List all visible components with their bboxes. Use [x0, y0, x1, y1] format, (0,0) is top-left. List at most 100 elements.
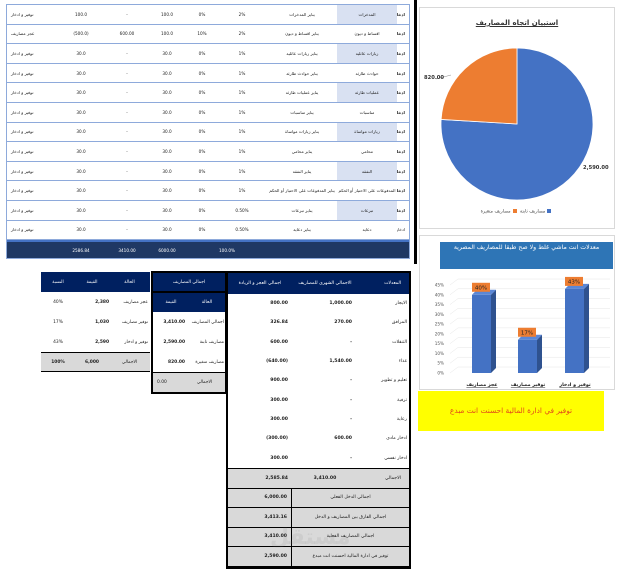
item-cell: المدفوعات على الاحتياز أو الحكم [338, 188, 396, 194]
spent-cell: - [126, 148, 128, 154]
monthly-table-header: اجمالي العجز و الزيادة الاجمالي الشهري ل… [228, 271, 409, 294]
item-cell: حوادث طارئة [355, 70, 379, 76]
summary-value: 2,590.00 [228, 547, 292, 566]
state-cell: عجز مصاريف [123, 299, 148, 305]
bar-data-label: 43% [568, 279, 580, 285]
item-cell: مناسبات [359, 109, 375, 115]
y-tick-label: 30% [435, 312, 444, 317]
difference-cell: 30.0 [76, 70, 86, 76]
pct-cell: 40% [53, 299, 63, 305]
bar[interactable] [565, 288, 584, 373]
description-cell: يناير عمليات طارئة [285, 90, 319, 96]
pct-spent-cell: 0% [198, 188, 206, 194]
summary-row: 6,000.00 اجمالي الدخل الفعلي [228, 488, 409, 509]
spent-cell: 600.00 [119, 31, 135, 37]
pct-cell: 17% [53, 319, 63, 325]
pct-spent-cell: 0% [198, 227, 206, 233]
total-pct-planned: 100.0% [219, 247, 235, 253]
pct-spent-cell: 0% [198, 148, 206, 154]
pct-planned-cell: 2% [238, 31, 246, 37]
difference-cell: 30.0 [76, 109, 86, 115]
pct-planned-cell: 1% [238, 90, 246, 96]
header-state: الحالة [124, 279, 135, 285]
description-cell: يناير دعاية [293, 227, 311, 233]
pie-slice[interactable] [440, 47, 518, 125]
pct-spent-cell: 0% [198, 70, 206, 76]
type-cell: ادخار مادي [397, 31, 405, 37]
table-row: توفير و ادخار 30.0 - 30.0 0% 1% يناير المدفوعا… [7, 181, 409, 201]
item-cell: المدخرات [337, 5, 397, 24]
value-cell: 1,030 [95, 319, 109, 325]
total-budget: 6000.00 [158, 247, 176, 253]
spent-cell: - [126, 90, 128, 96]
total-label-cell: الاجمالي [384, 475, 401, 481]
budget-cell: 30.0 [162, 129, 172, 135]
pct-planned-cell: 0.50% [235, 227, 249, 233]
pct-spent-cell: 0% [198, 90, 206, 96]
diff-cell: 900.00 [270, 378, 288, 384]
total-difference: 2586.84 [72, 247, 90, 253]
description-cell: يناير محامي [291, 148, 313, 154]
type-cell: ادخار نفسي [397, 188, 405, 194]
item-cell: اقساط و ديون [354, 31, 380, 37]
y-tick-label: 5% [437, 361, 444, 366]
value-cell: 2,590.00 [163, 339, 185, 345]
summary-label: اجمالي الدخل الفعلي [330, 495, 371, 501]
y-tick-label: 10% [435, 351, 444, 356]
item-cell: عمليات طارئة [337, 83, 397, 102]
spent-cell: - [126, 109, 128, 115]
total-monthly-cell: 3,410.00 [313, 475, 337, 481]
budget-cell: 30.0 [162, 168, 172, 174]
summary-value: 3,410.00 [228, 527, 292, 547]
status-cell: توفير و ادخار [11, 188, 34, 194]
pct-planned-cell: 2% [238, 11, 246, 17]
table-row: 17% 1,030 توفير مصاريف [41, 312, 150, 332]
description-cell: يناير النفقة [292, 168, 312, 174]
state-cell: توفير و ادخار [124, 339, 148, 345]
y-tick-label: 0% [437, 371, 444, 376]
status-cell: توفير و ادخار [11, 11, 34, 17]
pct-planned-cell: 1% [238, 50, 246, 56]
pie-slice[interactable] [440, 47, 594, 201]
table-row: 900.00 - تعليم و تطوير [228, 371, 409, 390]
y-tick-label: 45% [435, 283, 444, 288]
y-tick-label: 15% [435, 341, 444, 346]
status-cell: توفير و ادخار [11, 109, 34, 115]
bar[interactable] [518, 339, 537, 373]
item-cell: زيارات عائلية [337, 44, 397, 63]
diff-cell: 800.00 [270, 301, 288, 307]
status-cell: توفير و ادخار [11, 70, 34, 76]
summary-row: 2,590.00 توفير في ادارة المالية احسنت انت… [228, 547, 409, 567]
status-cell: توفير و ادخار [11, 148, 34, 154]
status-cell: توفير و ادخار [11, 50, 34, 56]
bar-chart-title: معدلات انت ماشي غلط ولا صح طبقا للمصاريف… [440, 242, 613, 269]
monthly-cell: 270.00 [334, 320, 352, 326]
pct-cell: 43% [53, 339, 63, 345]
value-cell: 0.00 [157, 380, 167, 385]
item-cell: محامي [361, 148, 373, 154]
legend-swatch-fixed [547, 209, 552, 213]
pie-chart-card[interactable]: استبيان اتجاه المصاريف 820.00 2,590.00 م… [419, 7, 615, 229]
difference-cell: 30.0 [76, 129, 86, 135]
pct-planned-cell: 0.50% [235, 207, 249, 213]
pie-chart [435, 47, 594, 201]
diff-cell: (300.00) [266, 436, 288, 442]
bar[interactable] [472, 294, 491, 373]
budget-cell: 30.0 [162, 70, 172, 76]
total-row: 2,585.84 3,410.00 الاجمالي [228, 467, 409, 489]
type-cell: ادخار نفسي [397, 70, 405, 76]
total-diff-cell: 2,585.84 [265, 475, 288, 481]
header-pct: النسبة [52, 279, 64, 285]
pct-spent-cell: 10% [197, 31, 207, 37]
expense-totals-title: اجمالي المصاريف [153, 273, 225, 293]
summary-value: 3,413.16 [228, 508, 292, 527]
budget-total-row: 2586.84 3410.00 6000.00 100.0% [7, 240, 409, 259]
pie-label-fixed: 2,590.00 [583, 165, 609, 171]
status-cell: توفير و ادخار [11, 168, 34, 174]
table-row: 300.00 - ادخار نفسي [228, 448, 409, 467]
total-row: 100% 6,000 الاجمالي [41, 352, 150, 372]
table-row: 600.00 - التنقلات [228, 333, 409, 352]
divider [414, 0, 417, 264]
budget-cell: 30.0 [162, 188, 172, 194]
bar-chart-card[interactable]: 0% 5% 10% 15% 20% 25% 30% 35% 40% 45% 40% عجز مصاري… [419, 235, 615, 390]
